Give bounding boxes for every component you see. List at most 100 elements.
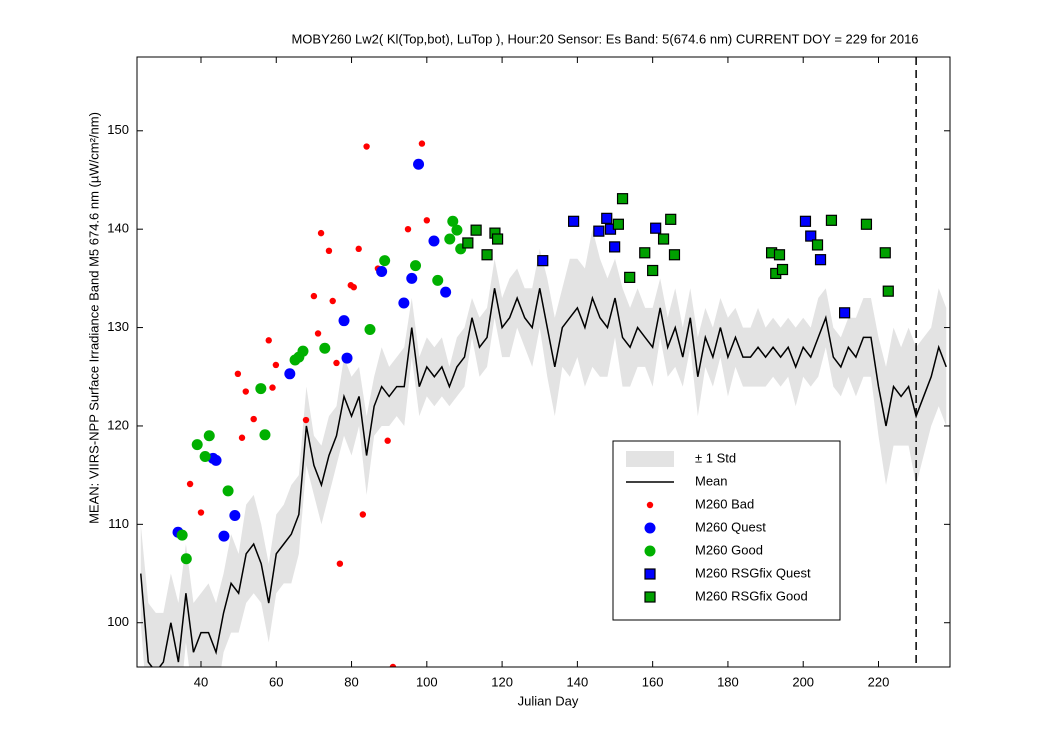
bad-point bbox=[238, 434, 246, 441]
axes-box bbox=[136, 56, 951, 668]
point bbox=[297, 345, 309, 357]
y-tick-label: 100 bbox=[107, 614, 129, 629]
bad-point bbox=[269, 384, 276, 391]
point bbox=[284, 368, 296, 380]
square-point bbox=[814, 254, 827, 266]
square-point bbox=[657, 233, 670, 245]
point bbox=[644, 545, 656, 557]
square-point bbox=[491, 233, 504, 245]
point bbox=[191, 439, 203, 451]
point bbox=[199, 450, 211, 462]
bad-point bbox=[418, 140, 426, 147]
legend-label: M260 Quest bbox=[695, 519, 766, 534]
y-axis-label: MEAN: VIIRS-NPP Surface Irradiance Band … bbox=[86, 112, 101, 524]
legend-label: M260 RSGfix Quest bbox=[695, 565, 811, 580]
point bbox=[218, 530, 230, 542]
x-tick-label: 80 bbox=[344, 674, 358, 689]
x-tick-label: 180 bbox=[717, 674, 739, 689]
square-point bbox=[825, 214, 838, 226]
point bbox=[176, 529, 188, 541]
point bbox=[203, 430, 215, 442]
bad-point bbox=[359, 511, 367, 518]
point bbox=[451, 224, 463, 236]
point bbox=[379, 255, 391, 267]
legend: ± 1 Std Mean M260 Bad M260 Quest M260 Good M2… bbox=[612, 440, 841, 621]
square-point bbox=[805, 230, 817, 242]
x-tick-label: 160 bbox=[642, 674, 664, 689]
point bbox=[222, 485, 234, 497]
bad-point bbox=[197, 509, 205, 516]
point bbox=[376, 265, 388, 277]
square-point bbox=[879, 247, 891, 259]
point bbox=[428, 235, 440, 247]
point bbox=[398, 297, 410, 309]
y-tick-label: 110 bbox=[108, 516, 129, 531]
square-point bbox=[593, 225, 605, 237]
bad-point bbox=[350, 284, 357, 291]
square-point bbox=[650, 222, 662, 234]
square-point bbox=[882, 285, 894, 297]
square-point bbox=[773, 249, 786, 261]
mean-line bbox=[140, 288, 947, 667]
square-point bbox=[612, 218, 625, 230]
bad-point bbox=[389, 663, 397, 667]
square-point bbox=[668, 249, 681, 261]
y-tick-label: 130 bbox=[107, 319, 129, 334]
std-band bbox=[140, 229, 947, 667]
x-axis-label: Julian Day bbox=[518, 693, 579, 708]
square-point bbox=[839, 307, 851, 319]
bad-point bbox=[423, 217, 431, 224]
point bbox=[410, 260, 422, 272]
bad-point bbox=[384, 437, 391, 444]
bad-point bbox=[302, 416, 310, 424]
square-point bbox=[537, 255, 549, 267]
y-tick-label: 140 bbox=[107, 221, 129, 236]
legend-label: M260 Bad bbox=[695, 496, 754, 511]
point bbox=[444, 233, 456, 245]
point bbox=[229, 509, 241, 521]
square-point bbox=[860, 218, 873, 230]
square-point bbox=[462, 237, 474, 249]
x-tick-label: 120 bbox=[491, 674, 513, 689]
point bbox=[406, 272, 418, 284]
bad-point bbox=[336, 560, 344, 567]
bad-point bbox=[234, 370, 242, 378]
bad-point bbox=[355, 245, 362, 253]
square-point bbox=[568, 215, 580, 227]
x-tick-label: 100 bbox=[416, 674, 438, 689]
legend-swatch bbox=[626, 451, 674, 467]
square-point bbox=[470, 224, 482, 236]
point bbox=[338, 315, 350, 327]
x-tick-label: 140 bbox=[567, 674, 589, 689]
square-point bbox=[644, 591, 656, 603]
y-tick-label: 120 bbox=[107, 417, 129, 432]
x-tick-label: 40 bbox=[194, 674, 208, 689]
plot-area bbox=[140, 57, 947, 667]
point bbox=[210, 454, 222, 466]
point bbox=[319, 342, 331, 354]
x-tick-label: 220 bbox=[868, 674, 890, 689]
bad-point bbox=[325, 247, 333, 255]
bad-point bbox=[363, 143, 370, 150]
point bbox=[440, 286, 452, 298]
x-tick-label: 60 bbox=[269, 674, 283, 689]
square-point bbox=[601, 212, 613, 224]
bad-point bbox=[272, 361, 280, 369]
square-point bbox=[799, 215, 812, 227]
square-point bbox=[811, 239, 824, 251]
bad-point bbox=[333, 359, 340, 367]
legend-label: M260 Good bbox=[695, 542, 763, 557]
bad-point bbox=[314, 330, 322, 337]
square-point bbox=[639, 247, 651, 259]
bad-point bbox=[646, 501, 654, 509]
chart-title: MOBY260 Lw2( Kl(Top,bot), LuTop ), Hour:… bbox=[291, 31, 918, 46]
square-point bbox=[665, 213, 677, 225]
point bbox=[432, 274, 444, 286]
bad-point bbox=[186, 480, 194, 488]
point bbox=[180, 553, 192, 565]
bad-point bbox=[310, 292, 318, 300]
point bbox=[255, 383, 267, 395]
legend-label: Mean bbox=[695, 473, 728, 488]
point bbox=[341, 352, 353, 364]
legend-label: M260 RSGfix Good bbox=[695, 588, 808, 603]
